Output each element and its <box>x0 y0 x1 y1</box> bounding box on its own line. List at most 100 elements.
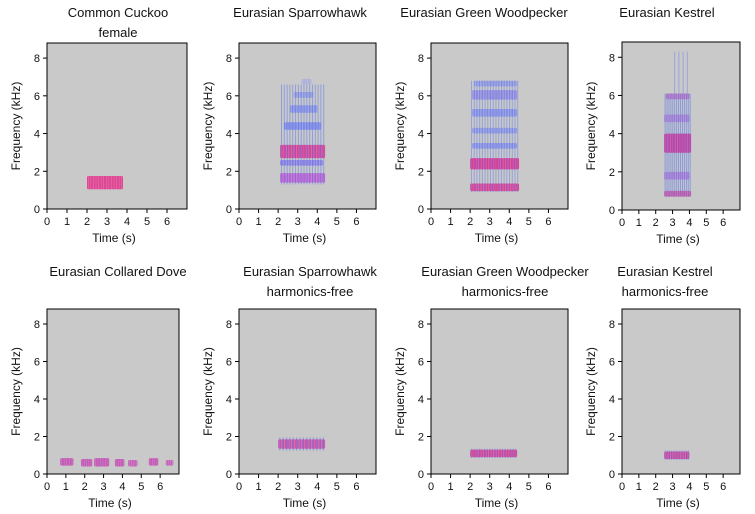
y-tick-label: 4 <box>226 129 232 141</box>
x-tick-label: 3 <box>295 481 301 493</box>
y-tick-label: 6 <box>226 91 232 103</box>
x-tick-label: 0 <box>44 481 50 493</box>
x-tick-label: 5 <box>144 216 150 228</box>
y-tick-label: 0 <box>609 469 615 481</box>
x-axis-label: Time (s) <box>656 496 700 510</box>
spectral-band <box>280 159 324 166</box>
y-tick-label: 2 <box>34 166 40 178</box>
spectral-band <box>293 92 314 98</box>
x-tick-label: 1 <box>63 481 69 493</box>
spectral-band <box>80 459 93 467</box>
x-tick-label: 4 <box>686 481 692 493</box>
x-tick-label: 5 <box>334 216 340 228</box>
chart-title-line: female <box>98 25 137 40</box>
y-tick-label: 6 <box>226 357 232 369</box>
x-tick-label: 2 <box>275 216 281 228</box>
y-tick-label: 2 <box>609 167 615 179</box>
x-tick-label: 5 <box>703 217 709 229</box>
spectrogram-panel-6: Eurasian Sparrowhawk harmonics-free 0 2 4 6 8 0… <box>201 264 377 510</box>
x-tick-label: 6 <box>164 216 170 228</box>
x-axis-label: Time (s) <box>92 231 136 245</box>
y-tick-label: 2 <box>226 166 232 178</box>
x-tick-label: 5 <box>703 481 709 493</box>
y-tick-label: 4 <box>226 394 232 406</box>
plot-frame <box>430 308 569 475</box>
spectral-band <box>280 173 326 183</box>
y-tick-label: 2 <box>418 432 424 444</box>
plot-frame <box>238 42 377 210</box>
y-tick-label: 0 <box>226 204 232 216</box>
chart-title-line: Eurasian Sparrowhawk <box>233 5 367 20</box>
y-tick-label: 0 <box>609 205 615 217</box>
x-tick-label: 5 <box>526 216 532 228</box>
x-tick-label: 6 <box>157 481 163 493</box>
plot-frame <box>46 42 188 210</box>
x-tick-label: 2 <box>467 481 473 493</box>
y-axis-label: Frequency (kHz) <box>9 347 23 436</box>
plot-frame <box>621 41 741 211</box>
x-tick-label: 1 <box>64 216 70 228</box>
x-tick-label: 3 <box>670 217 676 229</box>
plot-area <box>47 309 179 474</box>
plot-frame <box>238 308 377 475</box>
x-axis-label: Time (s) <box>283 496 327 510</box>
chart-title-line: Eurasian Kestrel <box>619 5 714 20</box>
x-tick-label: 5 <box>334 481 340 493</box>
chart-title-line: Eurasian Green Woodpecker <box>421 264 589 279</box>
spectral-band <box>474 80 518 87</box>
chart-title-line: Eurasian Kestrel <box>617 264 712 279</box>
y-tick-label: 6 <box>609 357 615 369</box>
y-tick-label: 2 <box>418 166 424 178</box>
x-tick-label: 2 <box>82 481 88 493</box>
x-tick-label: 0 <box>428 216 434 228</box>
spectrogram-panel-2: Eurasian Sparrowhawk 0 2 4 6 8 0 1 2 3 4 5 6 Time (s)… <box>201 5 377 245</box>
x-tick-label: 0 <box>619 481 625 493</box>
plot-area <box>431 309 568 474</box>
chart-title-line: Eurasian Green Woodpecker <box>400 5 568 20</box>
spectrogram-panel-7: Eurasian Green Woodpecker harmonics-free 0… <box>393 264 589 510</box>
x-tick-label: 3 <box>101 481 107 493</box>
x-tick-label: 1 <box>636 217 642 229</box>
chart-title-line: Common Cuckoo <box>68 5 168 20</box>
spectral-band <box>87 175 123 190</box>
x-tick-label: 6 <box>545 481 551 493</box>
x-tick-label: 4 <box>506 481 512 493</box>
x-tick-label: 6 <box>353 216 359 228</box>
y-tick-label: 0 <box>226 469 232 481</box>
spectral-band <box>470 449 518 458</box>
plot-frame <box>46 308 180 475</box>
plot-area <box>622 309 740 474</box>
y-tick-label: 4 <box>34 394 40 406</box>
y-tick-label: 0 <box>418 204 424 216</box>
x-tick-label: 1 <box>636 481 642 493</box>
x-axis-label: Time (s) <box>88 496 132 510</box>
chart-title-line: harmonics-free <box>267 284 354 299</box>
x-axis-label: Time (s) <box>475 231 519 245</box>
y-tick-label: 8 <box>34 53 40 65</box>
spectral-band <box>472 142 518 149</box>
y-tick-label: 4 <box>609 394 615 406</box>
x-axis-label: Time (s) <box>475 496 519 510</box>
x-tick-label: 6 <box>545 216 551 228</box>
y-axis-label: Frequency (kHz) <box>393 347 407 436</box>
x-tick-label: 6 <box>720 217 726 229</box>
x-tick-label: 2 <box>84 216 90 228</box>
y-tick-label: 6 <box>609 90 615 102</box>
y-axis-label: Frequency (kHz) <box>9 82 23 171</box>
y-tick-label: 8 <box>226 53 232 65</box>
y-tick-label: 0 <box>34 204 40 216</box>
x-tick-label: 4 <box>686 217 692 229</box>
spectral-band <box>301 78 312 85</box>
spectral-band <box>284 122 322 130</box>
spectral-band <box>472 109 518 117</box>
x-tick-label: 0 <box>236 216 242 228</box>
x-tick-label: 5 <box>526 481 532 493</box>
y-tick-label: 4 <box>34 129 40 141</box>
x-tick-label: 2 <box>653 481 659 493</box>
x-tick-label: 1 <box>448 216 454 228</box>
y-tick-label: 4 <box>418 129 424 141</box>
x-tick-label: 4 <box>506 216 512 228</box>
spectral-band <box>60 458 74 466</box>
